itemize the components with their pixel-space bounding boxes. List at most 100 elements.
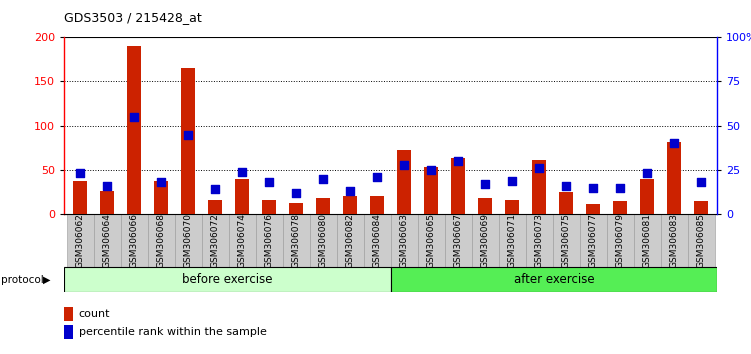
Bar <box>228 214 255 267</box>
Bar <box>74 181 87 214</box>
Bar <box>235 179 249 214</box>
Bar <box>201 214 228 267</box>
Bar <box>343 196 357 214</box>
Bar <box>687 214 714 267</box>
Point <box>101 183 113 189</box>
Text: GSM306075: GSM306075 <box>562 213 571 268</box>
Bar <box>208 200 222 214</box>
Point <box>425 167 437 173</box>
Bar <box>667 143 680 214</box>
Point <box>560 183 572 189</box>
Bar <box>94 214 120 267</box>
Text: GSM306076: GSM306076 <box>264 213 273 268</box>
Point <box>317 176 329 182</box>
Bar <box>580 214 607 267</box>
Bar <box>316 198 330 214</box>
Text: GSM306079: GSM306079 <box>616 213 625 268</box>
Text: GSM306064: GSM306064 <box>103 213 112 268</box>
Point <box>668 141 680 146</box>
Point <box>695 179 707 185</box>
Point <box>74 171 86 176</box>
Bar <box>64 325 74 338</box>
Bar <box>634 214 661 267</box>
Bar <box>154 181 167 214</box>
Bar <box>336 214 363 267</box>
Bar <box>262 200 276 214</box>
Text: before exercise: before exercise <box>182 273 273 286</box>
Text: GSM306084: GSM306084 <box>372 213 382 268</box>
Bar <box>532 160 546 214</box>
Point <box>398 162 410 167</box>
Bar <box>445 214 472 267</box>
Bar <box>127 46 140 214</box>
Bar <box>641 179 654 214</box>
Point <box>182 132 194 137</box>
Point <box>641 171 653 176</box>
Text: GSM306080: GSM306080 <box>318 213 327 268</box>
Bar <box>553 214 580 267</box>
Bar <box>694 201 707 214</box>
Text: after exercise: after exercise <box>514 273 594 286</box>
Bar <box>478 198 492 214</box>
Text: GSM306070: GSM306070 <box>183 213 192 268</box>
Bar <box>101 191 114 214</box>
Text: GSM306067: GSM306067 <box>454 213 463 268</box>
Text: GSM306074: GSM306074 <box>237 213 246 268</box>
Point <box>614 185 626 190</box>
Point <box>533 165 545 171</box>
Text: GSM306065: GSM306065 <box>427 213 436 268</box>
Bar <box>614 201 627 214</box>
Bar <box>397 149 411 214</box>
Point <box>506 178 518 183</box>
Bar <box>391 214 418 267</box>
Text: percentile rank within the sample: percentile rank within the sample <box>79 327 267 337</box>
Point <box>290 190 302 196</box>
Bar <box>472 214 499 267</box>
Text: GSM306085: GSM306085 <box>696 213 705 268</box>
Bar <box>255 214 282 267</box>
Text: GSM306077: GSM306077 <box>589 213 598 268</box>
Bar <box>559 192 573 214</box>
Point <box>236 169 248 175</box>
Point <box>452 158 464 164</box>
Text: GSM306068: GSM306068 <box>156 213 165 268</box>
Text: ▶: ▶ <box>43 275 50 285</box>
Bar <box>289 202 303 214</box>
Bar <box>64 267 391 292</box>
Text: GSM306066: GSM306066 <box>129 213 138 268</box>
Bar <box>499 214 526 267</box>
Text: GSM306073: GSM306073 <box>535 213 544 268</box>
Text: GSM306062: GSM306062 <box>76 213 85 268</box>
Point <box>371 174 383 180</box>
Bar <box>363 214 391 267</box>
Text: GSM306078: GSM306078 <box>291 213 300 268</box>
Point <box>155 179 167 185</box>
Text: count: count <box>79 309 110 319</box>
Bar <box>282 214 309 267</box>
Bar <box>505 200 519 214</box>
Bar <box>661 214 687 267</box>
Bar <box>418 214 445 267</box>
Text: GDS3503 / 215428_at: GDS3503 / 215428_at <box>64 11 201 24</box>
Bar <box>526 214 553 267</box>
Bar <box>147 214 174 267</box>
Text: GSM306063: GSM306063 <box>400 213 409 268</box>
Point <box>209 187 221 192</box>
Text: GSM306083: GSM306083 <box>669 213 678 268</box>
Bar <box>64 308 74 321</box>
Bar <box>587 204 600 214</box>
Bar <box>67 214 94 267</box>
Text: GSM306081: GSM306081 <box>643 213 652 268</box>
Text: GSM306082: GSM306082 <box>345 213 354 268</box>
Bar <box>309 214 336 267</box>
Bar <box>451 158 465 214</box>
Text: GSM306069: GSM306069 <box>481 213 490 268</box>
Text: GSM306072: GSM306072 <box>210 213 219 268</box>
Bar <box>424 167 438 214</box>
Bar <box>391 267 717 292</box>
Bar <box>181 68 195 214</box>
Bar <box>174 214 201 267</box>
Text: GSM306071: GSM306071 <box>508 213 517 268</box>
Bar <box>370 196 384 214</box>
Text: protocol: protocol <box>1 275 44 285</box>
